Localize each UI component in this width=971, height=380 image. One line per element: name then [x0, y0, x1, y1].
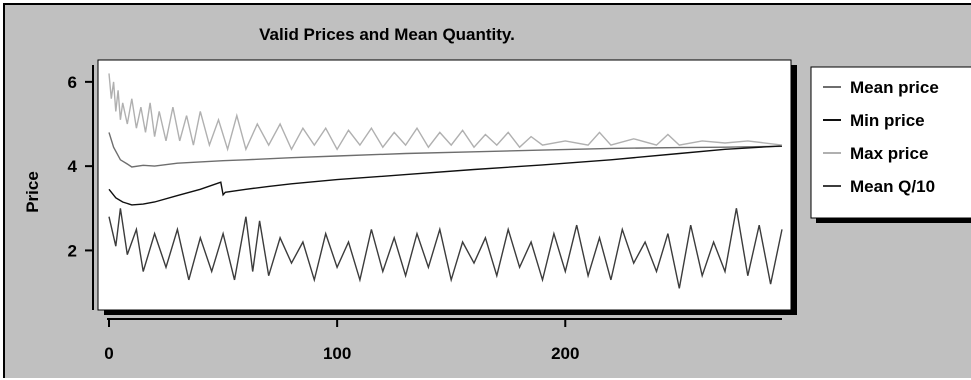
x-tick-label: 200 [551, 344, 579, 363]
legend [810, 66, 971, 219]
series-line-min-price [108, 145, 783, 206]
legend-entry: Mean Q/10 [850, 177, 935, 196]
legend-entry: Mean price [850, 78, 939, 97]
x-ticks: 0 100 200 [104, 319, 579, 363]
legend-entry: Max price [850, 144, 928, 163]
chart-window: Valid Prices and Mean Quantity. Price 2 4… [3, 3, 971, 378]
y-tick-label: 4 [68, 157, 78, 176]
series-line-mean-q-10 [108, 208, 783, 289]
chart-title: Valid Prices and Mean Quantity. [259, 25, 515, 44]
series-line-max-price [108, 73, 783, 152]
legend-entry: Min price [850, 111, 925, 130]
plot-area [97, 59, 792, 311]
y-axis-label: Price [23, 171, 42, 213]
x-tick-label: 0 [104, 344, 113, 363]
y-tick-label: 6 [68, 73, 77, 92]
series-line-mean-price [108, 132, 783, 168]
x-tick-label: 100 [323, 344, 351, 363]
y-tick-label: 2 [68, 241, 77, 260]
legend-items: Mean price Min price Max price Mean Q/10 [823, 78, 939, 196]
series-group [108, 73, 783, 289]
chart-svg: Valid Prices and Mean Quantity. Price 2 4… [23, 25, 971, 363]
y-ticks: 2 4 6 [68, 73, 93, 260]
